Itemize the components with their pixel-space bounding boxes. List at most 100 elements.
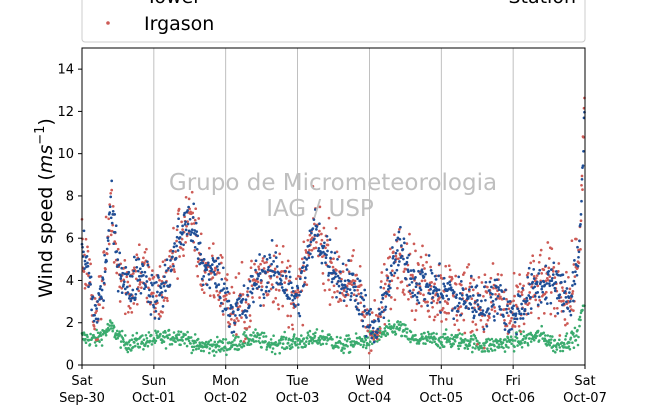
irgason-point [110,229,114,233]
tower-point [245,309,249,313]
irgason-point [320,232,323,236]
tower-point [228,314,232,318]
irgason-point [93,327,96,331]
station-point [237,348,241,351]
station-point [498,345,501,349]
irgason-point [402,288,405,292]
tower-point [201,283,205,287]
tower-point [354,285,357,289]
tower-point [385,268,389,271]
irgason-point [392,274,396,278]
station-point [166,334,169,337]
tower-point [284,288,288,292]
tower-point [558,293,562,297]
tower-point [216,256,220,260]
station-point [405,335,408,338]
tower-point [106,239,110,242]
station-point [421,335,424,339]
irgason-point [571,292,574,296]
irgason-point [568,287,572,291]
tower-point [525,296,529,300]
irgason-point [249,266,253,270]
station-point [461,333,464,336]
station-point [574,338,578,342]
station-point [341,346,344,350]
station-point [190,351,193,355]
tower-point [310,231,313,235]
tower-point [419,272,422,276]
tower-point [387,284,391,288]
irgason-point [412,288,415,292]
tower-point [179,242,183,246]
irgason-point [439,274,442,277]
tower-point [552,261,556,265]
tower-point [498,305,501,308]
tower-point [225,287,229,290]
irgason-point [265,260,268,264]
irgason-point [402,270,406,273]
irgason-point [202,291,206,295]
tower-point [252,300,255,304]
x-tick-weekday: Sat [574,374,595,389]
tower-point [285,293,289,297]
station-point [173,337,176,340]
irgason-point [421,264,425,267]
irgason-point [332,284,336,288]
tower-point [379,300,383,304]
tower-point [289,281,293,285]
tower-point [330,280,334,284]
irgason-point [138,280,142,284]
irgason-point [553,276,557,279]
tower-point [381,296,385,300]
station-point [564,334,568,338]
irgason-point [543,292,547,296]
irgason-point [531,254,535,258]
tower-point [483,285,486,289]
tower-point [537,272,541,275]
irgason-point [408,232,411,236]
tower-point [208,286,212,290]
station-point [532,338,536,342]
tower-point [509,310,513,314]
tower-point [86,264,90,268]
tower-point [311,227,315,230]
irgason-point [177,207,181,211]
station-point [312,332,315,336]
tower-point [183,223,187,226]
tower-point [475,310,478,314]
station-point [548,343,552,347]
irgason-point [353,279,357,283]
tower-point [257,274,260,278]
station-point [488,338,492,342]
tower-point [405,260,409,264]
irgason-point [516,285,519,289]
station-point [254,328,257,331]
station-point [329,335,333,339]
station-point [428,340,432,344]
station-point [317,336,321,340]
station-point [260,331,264,335]
station-point [573,335,576,338]
station-point [541,337,544,340]
tower-point [416,298,419,302]
irgason-point [433,315,437,319]
x-tick-date: Oct-07 [563,391,607,406]
irgason-point [215,289,219,293]
tower-point [244,298,248,302]
tower-point [369,307,373,311]
tower-point [401,247,405,251]
station-point [529,331,532,335]
tower-point [186,209,189,212]
tower-point [137,274,141,278]
irgason-point [511,324,515,327]
station-point [208,347,212,350]
irgason-point [544,290,548,294]
station-point [424,342,427,346]
tower-point [561,273,565,277]
tower-point [109,195,113,199]
tower-point [489,295,493,299]
station-point [459,337,463,340]
station-point [164,331,167,334]
y-tick-label: 4 [66,274,74,289]
station-point [315,328,319,331]
